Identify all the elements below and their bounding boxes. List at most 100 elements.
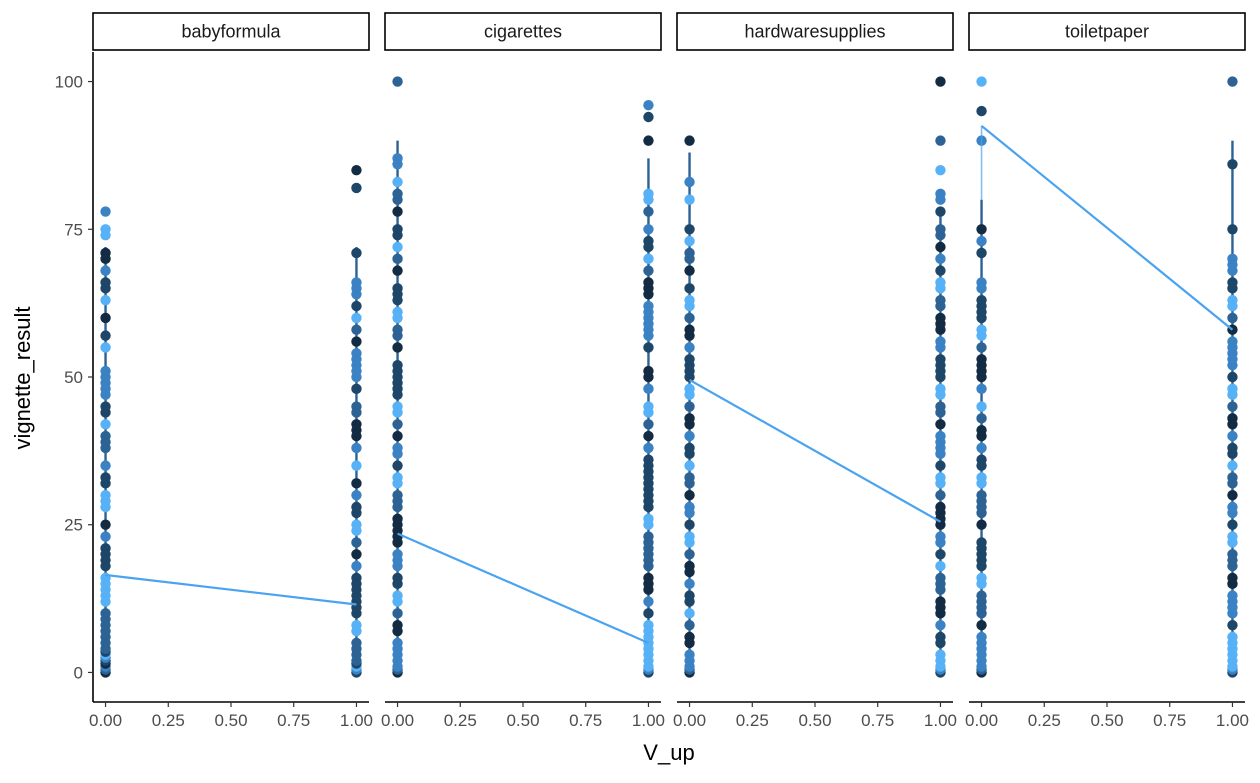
data-point: [935, 531, 946, 542]
x-tick-label: 1.00: [340, 711, 373, 730]
data-point: [684, 247, 695, 259]
data-point: [976, 277, 987, 288]
data-point: [684, 312, 695, 324]
data-point: [351, 489, 362, 501]
data-point: [351, 300, 362, 312]
data-point: [392, 513, 403, 525]
data-point: [100, 342, 111, 353]
data-point: [351, 519, 362, 530]
data-point: [100, 430, 111, 442]
data-point: [935, 336, 946, 347]
data-point: [643, 608, 654, 619]
data-point: [684, 413, 695, 424]
data-point: [643, 596, 654, 607]
facet-panel: babyformula 0.00 0.25 0.50 0.75 1.00: [89, 12, 373, 730]
data-point: [643, 430, 654, 442]
data-point: [643, 253, 654, 265]
data-point: [1227, 253, 1238, 265]
data-point: [935, 224, 946, 235]
data-point: [100, 330, 111, 341]
x-tick-label: 0.50: [798, 711, 831, 730]
data-point: [643, 135, 654, 146]
data-point: [643, 111, 654, 123]
data-point: [935, 549, 946, 560]
data-point: [392, 359, 403, 371]
data-point: [976, 105, 987, 117]
data-point: [1227, 413, 1238, 424]
data-point: [643, 513, 654, 525]
facet-strip: [92, 12, 370, 51]
data-point: [684, 401, 695, 412]
data-point: [643, 454, 654, 465]
data-point: [351, 247, 362, 259]
data-point: [100, 265, 111, 276]
x-tick-label: 0.00: [673, 711, 706, 730]
data-point: [392, 324, 403, 335]
data-point: [351, 442, 362, 454]
data-point: [935, 354, 946, 365]
data-point: [351, 277, 362, 288]
data-point: [1227, 549, 1238, 560]
data-point: [684, 472, 695, 483]
data-point: [976, 442, 987, 454]
data-point: [976, 401, 987, 412]
data-point: [684, 294, 695, 306]
y-axis-title: vignette_result: [10, 306, 35, 449]
y-tick-label: 100: [55, 73, 83, 92]
data-point: [684, 578, 695, 590]
data-point: [643, 531, 654, 542]
x-tick-label: 1.00: [924, 711, 957, 730]
data-point: [684, 283, 695, 294]
mean-line: [980, 125, 1234, 331]
data-point: [1227, 489, 1238, 501]
data-point: [392, 572, 403, 584]
data-point: [1227, 383, 1238, 395]
data-point: [392, 590, 403, 601]
data-point: [643, 572, 654, 584]
data-point: [1227, 590, 1238, 601]
data-point: [684, 354, 695, 365]
y-tick-label: 75: [64, 220, 83, 239]
data-point: [100, 206, 111, 217]
data-point: [684, 519, 695, 530]
data-point: [976, 76, 987, 87]
data-point: [684, 430, 695, 442]
data-point: [1227, 159, 1238, 170]
data-point: [643, 99, 654, 111]
data-point: [100, 419, 111, 430]
data-point: [351, 501, 362, 513]
data-point: [684, 224, 695, 235]
facet-strip-label: hardwaresupplies: [744, 22, 885, 42]
facet-strip: [968, 12, 1246, 51]
data-point: [351, 348, 362, 359]
data-point: [1227, 294, 1238, 306]
data-point: [643, 300, 654, 312]
data-point: [976, 454, 987, 465]
data-point: [976, 224, 987, 235]
data-point: [392, 176, 403, 188]
data-point: [684, 235, 695, 247]
data-point: [684, 135, 695, 146]
data-point: [1227, 430, 1238, 442]
data-point: [684, 531, 695, 542]
data-point: [100, 294, 111, 306]
facet-strip: [676, 12, 954, 51]
data-point: [392, 637, 403, 649]
data-point: [392, 430, 403, 442]
y-tick-label: 50: [64, 368, 83, 387]
data-point: [1227, 460, 1238, 471]
data-point: [976, 472, 987, 483]
y-tick-label: 25: [64, 516, 83, 535]
x-tick-label: 0.75: [569, 711, 602, 730]
data-point: [1227, 277, 1238, 288]
data-point: [392, 265, 403, 276]
data-point: [392, 489, 403, 501]
data-point: [351, 460, 362, 471]
data-point: [392, 206, 403, 217]
data-point: [643, 224, 654, 235]
data-point: [976, 342, 987, 353]
data-point: [351, 560, 362, 572]
data-point: [1227, 336, 1238, 347]
y-axis: 0 25 50 75 100: [55, 52, 94, 702]
data-point: [643, 342, 654, 353]
